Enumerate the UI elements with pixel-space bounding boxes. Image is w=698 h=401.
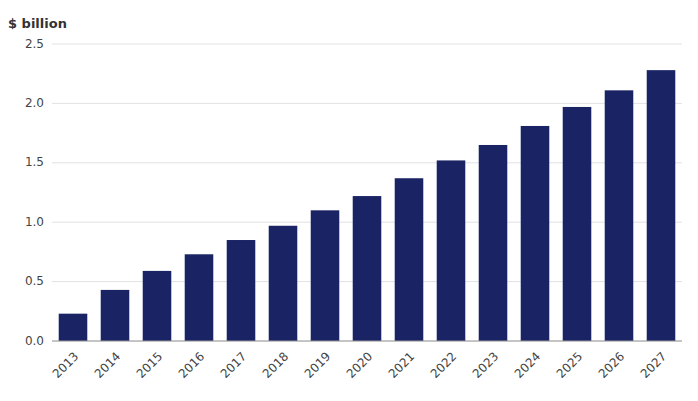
x-tick-label: 2025: [554, 349, 585, 380]
x-tick-label: 2024: [512, 349, 543, 380]
x-tick-label: 2015: [134, 349, 165, 380]
y-tick-label: 1.0: [25, 215, 44, 229]
x-tick-label: 2013: [50, 349, 81, 380]
grid-line: [52, 44, 682, 45]
y-tick-label: 2.5: [25, 37, 44, 51]
bar: [353, 196, 382, 341]
y-axis: 0.0 0.5 1.0 1.5 2.0 2.5: [25, 37, 44, 348]
x-tick-label: 2018: [260, 349, 291, 380]
y-tick-label: 2.0: [25, 96, 44, 110]
x-tick-label: 2023: [470, 349, 501, 380]
y-tick-label: 1.5: [25, 155, 44, 169]
bar: [101, 290, 130, 341]
bar: [647, 70, 676, 341]
x-tick-label: 2019: [302, 349, 333, 380]
bar: [395, 178, 424, 341]
bar: [521, 126, 550, 341]
y-tick-label: 0.5: [25, 274, 44, 288]
x-tick-label: 2017: [218, 349, 249, 380]
x-tick-label: 2016: [176, 349, 207, 380]
y-axis-label: $ billion: [8, 16, 67, 31]
bar: [311, 210, 340, 341]
x-axis: 2013 2014 2015 2016 2017 2018 2019 2020 2021 2022…: [50, 341, 682, 381]
bar: [269, 226, 298, 341]
grid: [52, 44, 682, 341]
x-tick-label: 2022: [428, 349, 459, 380]
bar: [59, 314, 88, 341]
x-tick-label: 2027: [638, 349, 669, 380]
bar: [143, 271, 172, 341]
x-tick-label: 2026: [596, 349, 627, 380]
bar: [437, 160, 466, 341]
bar: [185, 254, 214, 341]
grid-line: [52, 341, 682, 342]
x-axis-line: [52, 341, 682, 342]
bars: [59, 70, 676, 341]
bar: [479, 145, 508, 341]
chart-svg: 0.00.51.01.52.02.52013201420152016201720…: [0, 0, 698, 401]
bar: [563, 107, 592, 341]
x-tick-label: 2020: [344, 349, 375, 380]
chart-container: 0.00.51.01.52.02.52013201420152016201720…: [0, 0, 698, 401]
x-tick-label: 2021: [386, 349, 417, 380]
grid-line: [52, 103, 682, 104]
bar: [227, 240, 256, 341]
y-tick-label: 0.0: [25, 334, 44, 348]
x-tick-label: 2014: [92, 349, 123, 380]
bar: [605, 90, 634, 341]
